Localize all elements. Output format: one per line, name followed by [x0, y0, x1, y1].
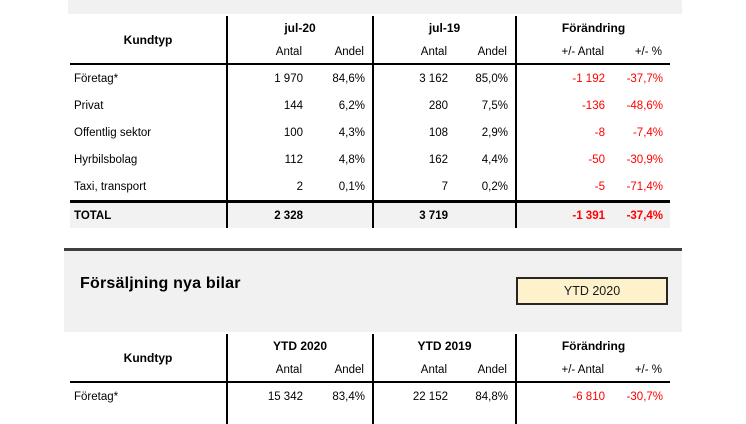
cell-andel: 7,5%	[481, 99, 508, 112]
cell-total-chg-antal: -1 391	[515, 200, 612, 228]
cell-antal: 112	[226, 146, 310, 173]
column-header-kundtyp: Kundtyp	[70, 16, 227, 65]
ytd-period-badge: YTD 2020	[516, 277, 668, 305]
subheader-antal: Antal	[226, 358, 310, 383]
cell-customer-type: Offentlig sektor	[74, 126, 152, 139]
subheader-chg-antal: +/- Antal	[515, 358, 612, 383]
group-header-jul-19: jul-19	[372, 16, 516, 40]
table-row: Offentlig sektor 100 4,3% 108 2,9% -8 -7…	[70, 119, 670, 146]
group-header-forandring: Förändring	[514, 16, 671, 40]
cell-chg-antal: -50	[515, 146, 612, 173]
section-title: Försäljning nya bilar	[80, 275, 241, 292]
cell-antal: 100	[226, 119, 310, 146]
cell-andel: 85,0%	[475, 72, 508, 85]
subheader-andel: Andel	[310, 358, 373, 383]
subheader-antal: Antal	[372, 40, 455, 65]
cell-total-antal: 2 328	[226, 200, 310, 228]
cell-antal: 2	[226, 173, 310, 202]
subheader-chg-pct: +/- %	[612, 40, 671, 65]
subheader-andel: Andel	[455, 40, 516, 65]
subheader-andel: Andel	[310, 40, 373, 65]
cell-chg-pct: -71,4%	[626, 180, 664, 193]
table-row: Privat 144 6,2% 280 7,5% -136 -48,6%	[70, 92, 670, 119]
table-row: Taxi, transport 2 0,1% 7 0,2% -5 -71,4%	[70, 173, 670, 202]
cell-andel: 84,8%	[475, 390, 508, 403]
cell-andel: 0,2%	[481, 180, 508, 193]
group-header-forandring: Förändring	[514, 334, 671, 358]
table-total-row: TOTAL 2 328 3 719 -1 391 -37,4%	[70, 200, 671, 228]
cell-chg-antal: -136	[515, 92, 612, 119]
monthly-sales-table: Kundtyp jul-20 jul-19 Förändring Antal A…	[70, 16, 671, 228]
cell-antal: 1 970	[226, 64, 310, 92]
group-header-ytd-2020: YTD 2020	[226, 334, 373, 358]
table-row-clipped	[70, 410, 670, 424]
cell-antal: 108	[372, 119, 455, 146]
cell-antal: 22 152	[372, 382, 455, 410]
cell-customer-type: Företag*	[74, 390, 119, 403]
cell-antal: 280	[372, 92, 455, 119]
cell-andel: 6,2%	[338, 99, 365, 112]
table-header-row: Kundtyp YTD 2020 YTD 2019 Förändring	[70, 334, 671, 383]
ytd-sales-table: Kundtyp YTD 2020 YTD 2019 Förändring Ant…	[70, 334, 671, 424]
cell-chg-pct: -37,7%	[626, 72, 664, 85]
subheader-antal: Antal	[372, 358, 455, 383]
cell-andel: 84,6%	[332, 72, 365, 85]
section-bar-top	[68, 0, 682, 14]
cell-chg-antal: -8	[515, 119, 612, 146]
table-header-row: Kundtyp jul-20 jul-19 Förändring	[70, 16, 671, 65]
subheader-chg-pct: +/- %	[612, 358, 671, 383]
table-row: Hyrbilsbolag 112 4,8% 162 4,4% -50 -30,9…	[70, 146, 670, 173]
cell-total-chg-pct: -37,4%	[612, 200, 671, 228]
cell-chg-antal: -5	[515, 173, 612, 202]
cell-andel: 4,3%	[338, 126, 365, 139]
cell-antal: 3 162	[372, 64, 455, 92]
cell-chg-pct: -30,7%	[626, 390, 664, 403]
subheader-andel: Andel	[455, 358, 516, 383]
cell-antal: 144	[226, 92, 310, 119]
cell-chg-antal: -6 810	[515, 382, 612, 410]
cell-customer-type: Taxi, transport	[74, 180, 147, 193]
cell-total-andel	[455, 200, 516, 228]
table-row: Företag* 15 342 83,4% 22 152 84,8% -6 81…	[70, 382, 670, 410]
cell-chg-pct: -7,4%	[632, 126, 664, 139]
cell-andel: 2,9%	[481, 126, 508, 139]
cell-total-label: TOTAL	[70, 200, 227, 228]
table-subheader-row: Antal Andel Antal Andel +/- Antal +/- %	[70, 40, 671, 65]
subheader-chg-antal: +/- Antal	[515, 40, 612, 65]
cell-antal: 15 342	[226, 382, 310, 410]
cell-customer-type: Privat	[74, 99, 104, 112]
cell-andel: 4,8%	[338, 153, 365, 166]
cell-chg-pct: -30,9%	[626, 153, 664, 166]
cell-total-antal: 3 719	[372, 200, 455, 228]
cell-antal: 162	[372, 146, 455, 173]
column-header-kundtyp: Kundtyp	[70, 334, 227, 383]
cell-customer-type: Hyrbilsbolag	[74, 153, 138, 166]
cell-total-andel	[310, 200, 373, 228]
cell-chg-pct: -48,6%	[626, 99, 664, 112]
section-header-bar: Försäljning nya bilar YTD 2020	[64, 248, 682, 332]
cell-andel: 0,1%	[338, 180, 365, 193]
group-header-jul-20: jul-20	[226, 16, 373, 40]
cell-andel: 4,4%	[481, 153, 508, 166]
table-row: Företag* 1 970 84,6% 3 162 85,0% -1 192 …	[70, 64, 670, 92]
cell-andel: 83,4%	[332, 390, 365, 403]
cell-customer-type: Företag*	[74, 72, 119, 85]
table-subheader-row: Antal Andel Antal Andel +/- Antal +/- %	[70, 358, 671, 383]
cell-antal: 7	[372, 173, 455, 202]
group-header-ytd-2019: YTD 2019	[372, 334, 516, 358]
subheader-antal: Antal	[226, 40, 310, 65]
cell-chg-antal: -1 192	[515, 64, 612, 92]
